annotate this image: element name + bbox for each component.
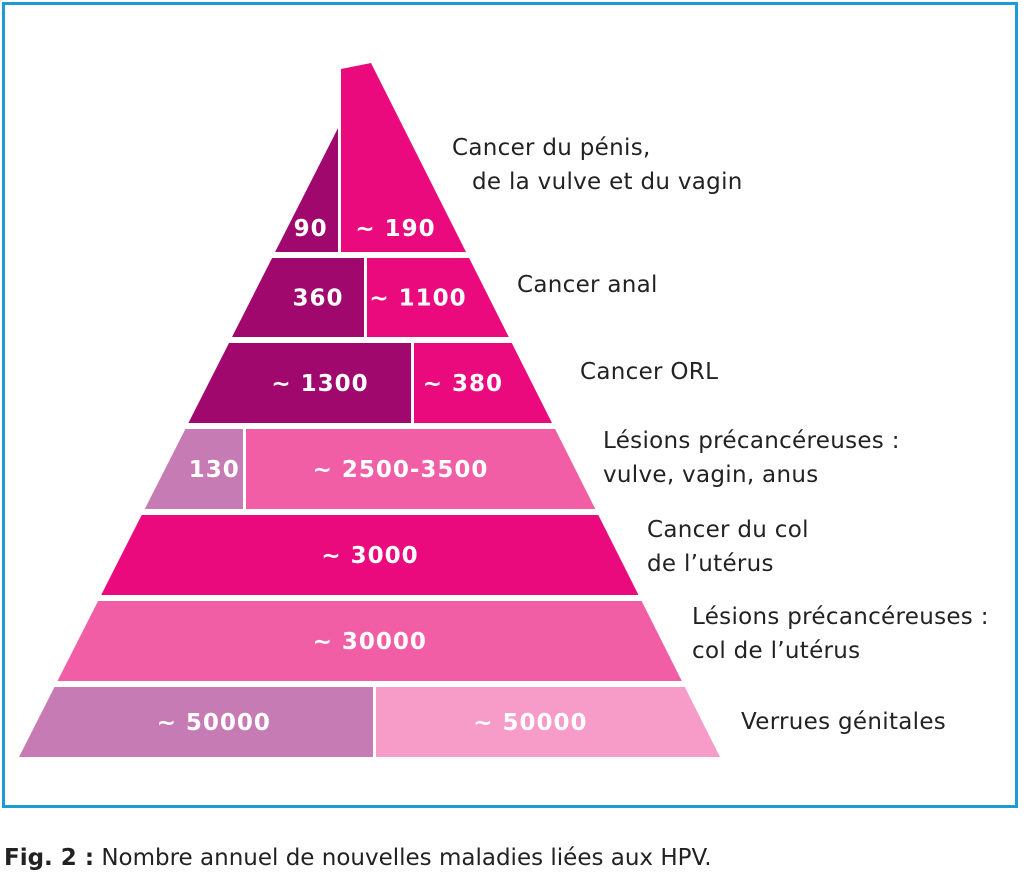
label-line: de la vulve et du vagin — [472, 169, 743, 195]
segment-value-tier-5-1: ~ 3000 — [321, 543, 418, 569]
label-tier-3: Cancer ORL — [580, 355, 718, 389]
segment-value-tier-2-1: 360 — [292, 286, 343, 312]
pyramid-segment-tier-3-1 — [188, 343, 411, 423]
label-tier-1: Cancer du pénis, de la vulve et du vagin — [452, 131, 743, 199]
pyramid-segment-tier-1-2 — [341, 63, 466, 252]
pyramid-segment-tier-5-1 — [101, 515, 639, 595]
label-line: Lésions précancéreuses : — [603, 428, 900, 454]
segment-value-tier-3-2: ~ 380 — [423, 371, 503, 397]
segment-value-tier-3-1: ~ 1300 — [271, 371, 368, 397]
segment-value-tier-4-2: ~ 2500-3500 — [313, 457, 489, 483]
label-line: col de l’utérus — [692, 638, 861, 664]
segment-value-tier-7-1: ~ 50000 — [157, 710, 271, 736]
label-tier-5: Cancer du col de l’utérus — [647, 513, 809, 581]
figure-frame: 90 ~ 190 360 ~ 1100 ~ 1300 ~ 380 130 ~ 2500-350… — [2, 2, 1018, 808]
segment-value-tier-1-2: ~ 190 — [355, 216, 435, 242]
figure-caption: Fig. 2 : Nombre annuel de nouvelles mala… — [4, 845, 712, 871]
segment-value-tier-4-1: 130 — [189, 457, 240, 483]
label-tier-7: Verrues génitales — [741, 705, 946, 739]
label-line: Cancer du col — [647, 517, 809, 543]
pyramid-segment-tier-7-2 — [376, 687, 720, 757]
segment-value-tier-2-2: ~ 1100 — [369, 286, 466, 312]
label-line: de l’utérus — [647, 551, 774, 577]
pyramid-segment-tier-4-2 — [246, 429, 596, 509]
pyramid-segment-tier-3-2 — [414, 343, 552, 423]
hpv-pyramid: 90 ~ 190 360 ~ 1100 ~ 1300 ~ 380 130 ~ 2500-350… — [19, 63, 720, 757]
pyramid-segment-tier-4-1 — [144, 429, 243, 509]
segment-value-tier-1-1: 90 — [294, 216, 328, 242]
segment-value-tier-7-2: ~ 50000 — [473, 710, 587, 736]
label-line: Cancer ORL — [580, 359, 719, 385]
caption-prefix: Fig. 2 : — [4, 845, 95, 871]
label-line: Verrues génitales — [741, 709, 947, 735]
label-line: vulve, vagin, anus — [603, 462, 819, 488]
segment-value-tier-6-1: ~ 30000 — [313, 629, 427, 655]
label-line: Cancer du pénis, — [452, 135, 651, 161]
pyramid-segment-tier-1-1 — [275, 128, 338, 252]
pyramid-segment-tier-6-1 — [57, 601, 682, 681]
label-tier-2: Cancer anal — [517, 268, 658, 302]
label-line: Lésions précancéreuses : — [692, 604, 989, 630]
caption-text: Nombre annuel de nouvelles maladies liée… — [94, 845, 712, 871]
label-tier-6: Lésions précancéreuses : col de l’utérus — [692, 600, 989, 668]
pyramid-segment-tier-2-1 — [232, 258, 364, 337]
label-line: Cancer anal — [517, 272, 658, 298]
label-tier-4: Lésions précancéreuses : vulve, vagin, a… — [603, 424, 900, 492]
pyramid-segment-tier-2-2 — [367, 258, 509, 337]
pyramid-segment-tier-7-1 — [19, 687, 373, 757]
